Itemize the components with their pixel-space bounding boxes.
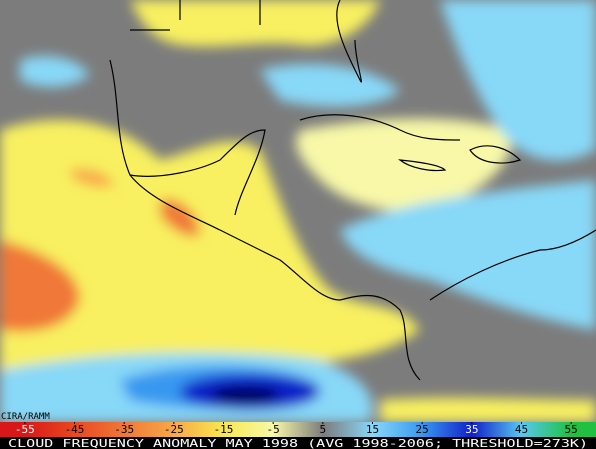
colorbar-tick-label: -55 — [15, 423, 35, 436]
colorbar-tick-label: -5 — [267, 423, 280, 436]
coastlines — [109, 0, 596, 381]
anomaly-field — [0, 0, 596, 422]
colorbar-tick-label: -45 — [65, 423, 85, 436]
caption: CLOUD FREQUENCY ANOMALY MAY 1998 (AVG 19… — [8, 437, 588, 449]
colorbar-tick-label: 5 — [320, 423, 327, 436]
colorbar-body — [0, 422, 596, 437]
colorbar: -55 -45 -35 -25 -15 -5 5 15 25 35 45 55 — [0, 422, 596, 437]
colorbar-tick-label: -35 — [114, 423, 134, 436]
colorbar-tick-label: 15 — [366, 423, 379, 436]
credit: CIRA/RAMM — [1, 412, 50, 422]
colorbar-tick-label: 25 — [416, 423, 429, 436]
colorbar-tick-label: 45 — [515, 423, 528, 436]
colorbar-tick-label: -25 — [164, 423, 184, 436]
colorbar-tick-label: -15 — [214, 423, 234, 436]
colorbar-tick-label: 35 — [465, 423, 478, 436]
caption-strip — [0, 437, 596, 449]
colorbar-tick-label: 55 — [565, 423, 578, 436]
